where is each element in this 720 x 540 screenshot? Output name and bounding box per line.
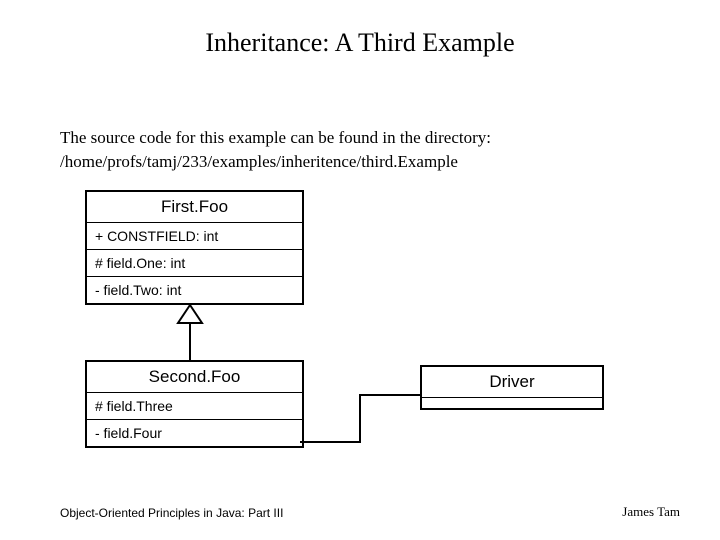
intro-line-1: The source code for this example can be … — [60, 128, 491, 148]
footer-left: Object-Oriented Principles in Java: Part… — [60, 506, 283, 520]
uml-class-driver: Driver — [420, 365, 604, 410]
uml-attribute: - field.Two: int — [87, 277, 302, 303]
uml-attribute: - field.Four — [87, 420, 302, 446]
association-line — [300, 395, 420, 442]
uml-attribute: # field.One: int — [87, 250, 302, 277]
inheritance-arrow — [178, 305, 202, 360]
footer-right: James Tam — [622, 504, 680, 520]
uml-class-firstfoo: First.Foo + CONSTFIELD: int # field.One:… — [85, 190, 304, 305]
uml-attribute: + CONSTFIELD: int — [87, 223, 302, 250]
uml-class-name: Driver — [422, 367, 602, 398]
uml-class-name: First.Foo — [87, 192, 302, 223]
uml-attribute: # field.Three — [87, 393, 302, 420]
page-title: Inheritance: A Third Example — [0, 28, 720, 58]
uml-class-secondfoo: Second.Foo # field.Three - field.Four — [85, 360, 304, 448]
uml-empty-compartment — [422, 398, 602, 408]
uml-class-name: Second.Foo — [87, 362, 302, 393]
intro-line-2: /home/profs/tamj/233/examples/inheritenc… — [60, 152, 458, 172]
